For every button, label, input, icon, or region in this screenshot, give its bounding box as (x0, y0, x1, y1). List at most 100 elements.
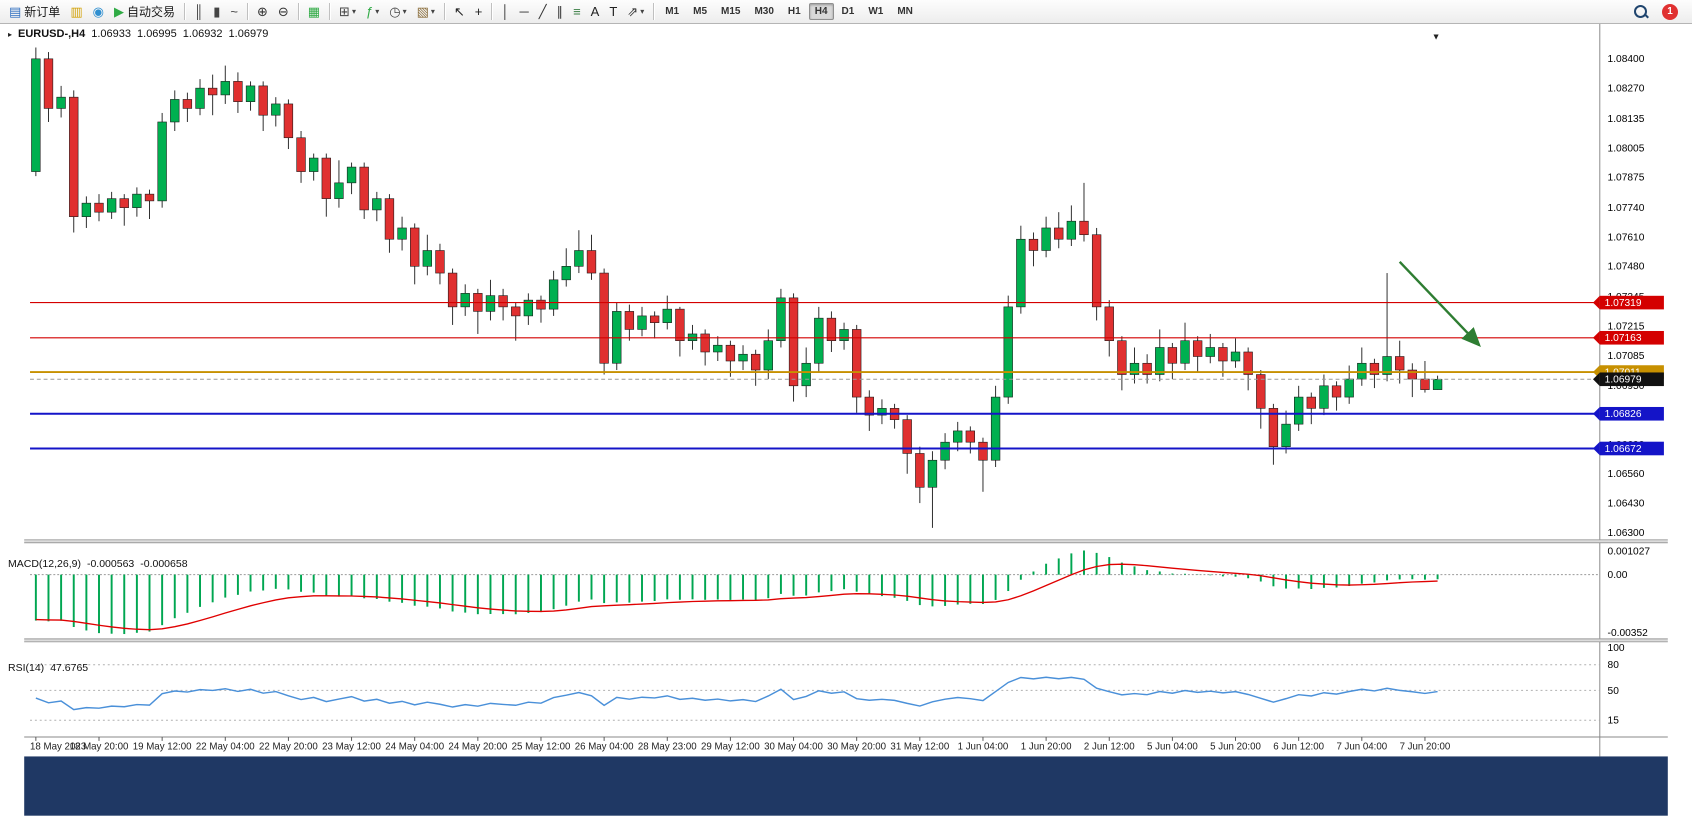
zoom-out-button[interactable]: ⊖ (274, 1, 293, 23)
candle (978, 441, 988, 461)
periods-button[interactable]: ◷ ▾ (385, 1, 410, 23)
candle (1382, 356, 1392, 375)
timeframe-m30[interactable]: M30 (754, 6, 774, 17)
candle (649, 315, 660, 323)
crosshair-icon: + (474, 4, 483, 19)
community-icon: ◉ (92, 4, 104, 19)
price-axis-label: 1.08270 (1608, 84, 1645, 95)
macd-histogram (34, 550, 1439, 635)
new-chart-button[interactable]: ⊞ ▾ (335, 1, 360, 23)
text-button[interactable]: A (587, 1, 604, 23)
candle (31, 58, 41, 172)
time-axis-label: 24 May 04:00 (385, 742, 444, 753)
channel-button[interactable]: ∥ (553, 1, 568, 23)
toolbar-separator (329, 3, 331, 20)
candle (1016, 238, 1026, 308)
line-chart-button[interactable]: ~ (226, 1, 242, 23)
search-button[interactable] (1630, 1, 1651, 23)
charts-button[interactable]: ▥ (66, 1, 86, 23)
candle (548, 279, 559, 310)
candle (1129, 362, 1140, 375)
candle (1167, 347, 1178, 364)
crosshair-button[interactable]: + (471, 1, 487, 23)
one-click-trading-toggle[interactable]: ▸ (8, 29, 13, 39)
time-axis-label: 6 Jun 12:00 (1273, 742, 1324, 753)
bar-chart-button[interactable]: ║ (190, 1, 207, 23)
candle (182, 99, 193, 109)
candle (927, 459, 938, 488)
indicators-button[interactable]: ƒ ▾ (362, 1, 383, 23)
timeframe-m1[interactable]: M1 (665, 6, 680, 17)
timeframe-h4[interactable]: H4 (808, 3, 834, 20)
macd-value-main: -0.000563 (86, 558, 135, 570)
tile-windows-button[interactable]: ▦ (304, 1, 324, 23)
periods-icon: ◷ (389, 4, 401, 19)
timeframe-h1[interactable]: H1 (787, 6, 801, 17)
candle (1066, 220, 1077, 240)
candle (334, 182, 344, 199)
candle (1319, 385, 1329, 409)
candle (536, 299, 546, 310)
time-axis-label: 23 May 12:00 (322, 742, 381, 753)
charts-icon: ▥ (70, 4, 83, 19)
time-axis-label: 2 Jun 12:00 (1084, 742, 1135, 753)
candlestick-chart-button[interactable]: ▮ (209, 1, 224, 23)
candle (271, 103, 281, 116)
chart-canvas[interactable]: ▼ 1.08400 1.08270 1.08135 1.08005 1.07875 1.07… (0, 24, 1692, 839)
svg-text:1.06979: 1.06979 (1605, 375, 1642, 386)
candle (220, 81, 230, 96)
candle (1079, 220, 1089, 236)
new-order-icon: ▤ (9, 4, 22, 19)
candle (258, 85, 268, 116)
candle (839, 329, 849, 342)
candle (700, 333, 710, 353)
candle (1218, 347, 1228, 362)
candle (1230, 351, 1241, 362)
time-axis-label: 7 Jun 04:00 (1336, 742, 1387, 753)
horizontal-line-button[interactable]: ─ (516, 1, 533, 23)
cursor-button[interactable]: ↖ (450, 1, 469, 23)
new-order-button[interactable]: ▤ 新订单 (5, 1, 64, 23)
timeframe-w1[interactable]: W1 (868, 6, 884, 17)
candle (1432, 378, 1443, 390)
candle (561, 266, 571, 281)
autotrading-button[interactable]: ▶ 自动交易 (110, 1, 179, 23)
candle (119, 198, 129, 208)
timeframe-m5[interactable]: M5 (693, 6, 708, 17)
notification-badge[interactable]: 1 (1662, 3, 1678, 20)
time-axis-label: 31 May 12:00 (890, 742, 949, 753)
timeframe-m15[interactable]: M15 (721, 6, 741, 17)
text-icon: A (590, 4, 600, 19)
time-axis-label: 28 May 23:00 (638, 742, 697, 753)
time-axis-label: 5 Jun 04:00 (1147, 742, 1198, 753)
arrows-button[interactable]: ⇗ ▾ (623, 1, 648, 23)
toolbar-separator (653, 3, 655, 20)
candle (940, 441, 950, 461)
macd-label: MACD(12,26,9) -0.000563 -0.000658 (8, 558, 188, 570)
candle (990, 396, 1001, 461)
rsi-scale-label: 80 (1608, 660, 1620, 671)
candle (1142, 362, 1152, 375)
community-button[interactable]: ◉ (89, 1, 108, 23)
templates-button[interactable]: ▧ ▾ (413, 1, 439, 23)
price-axis-label: 1.06560 (1608, 469, 1645, 480)
timeframe-mn[interactable]: MN (897, 6, 913, 17)
arrow-object[interactable] (1398, 260, 1481, 347)
chart-window[interactable]: ▸ EURUSD-,H4 1.06933 1.06995 1.06932 1.0… (0, 24, 1692, 839)
candle (599, 272, 609, 364)
toolbar-buttons: ▤ 新订单 ▥ ◉ ▶ 自动交易 ║ ▮ ~ ⊕ ⊖ ▦ ⊞ ▾ ƒ ▾ ◷ ▾ ▧ ▾ ↖ + │ ─ ╱ ∥ ≡ A T ⇗ ▾ (4, 0, 658, 24)
price-tag: 1.07163 (1593, 330, 1664, 345)
candle (1028, 238, 1039, 251)
zoom-in-button[interactable]: ⊕ (253, 1, 272, 23)
timeframe-d1[interactable]: D1 (841, 6, 855, 17)
fibonacci-button[interactable]: ≡ (569, 1, 585, 23)
candle (372, 198, 382, 211)
vertical-line-button[interactable]: │ (497, 1, 513, 23)
toolbar-separator (183, 3, 185, 20)
macd-value-signal: -0.000658 (140, 558, 188, 570)
price-axis-label: 1.06300 (1608, 528, 1645, 539)
text-label-button[interactable]: T (605, 1, 621, 23)
time-axis-label: 25 May 12:00 (512, 742, 571, 753)
trendline-button[interactable]: ╱ (535, 1, 551, 23)
